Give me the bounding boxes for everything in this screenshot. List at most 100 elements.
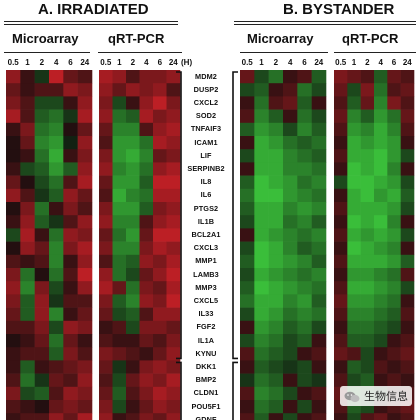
gene-label-lif: LIF [200,150,212,160]
heatmap-cell-bystander_qrtpcr-13-4 [387,241,401,256]
heatmap-cell-bystander_microarray-26-2 [268,413,284,420]
heatmap-cell-bystander_qrtpcr-16-1 [347,281,361,295]
heatmap-cell-irradiated_microarray-10-3 [49,202,64,216]
heatmap-cell-bystander_qrtpcr-12-0 [334,228,348,242]
heatmap-cell-irradiated_qrtpcr-4-4 [153,122,167,137]
heatmap-cell-irradiated_microarray-14-5 [77,254,93,269]
heatmap-cell-irradiated_microarray-16-3 [49,281,64,295]
heatmap-cell-bystander_qrtpcr-19-0 [334,320,348,335]
heatmap-cell-bystander_microarray-19-3 [283,320,298,335]
heatmap-cell-irradiated_microarray-21-5 [77,347,93,361]
heatmap-cell-irradiated_qrtpcr-17-2 [126,294,140,308]
heatmap-cell-bystander_qrtpcr-0-0 [334,70,348,84]
heatmap-cell-bystander_qrtpcr-17-4 [387,294,401,308]
heatmap-cell-bystander_microarray-4-3 [283,122,298,137]
heatmap-cell-irradiated_microarray-17-3 [49,294,64,308]
heatmap-cell-bystander_microarray-9-2 [268,188,284,203]
heatmap-cell-bystander_microarray-8-0 [240,175,255,190]
heatmap-cell-bystander_microarray-16-5 [311,281,327,295]
heatmap-cell-irradiated_qrtpcr-3-0 [99,109,113,124]
heatmap-cell-bystander_qrtpcr-11-0 [334,215,348,229]
heatmap-cell-irradiated_qrtpcr-12-2 [126,228,140,242]
heatmap-cell-bystander_microarray-1-4 [297,83,312,97]
heatmap-cell-irradiated_microarray-13-1 [20,241,35,256]
heatmap-cell-irradiated_microarray-13-3 [49,241,64,256]
heatmap-cell-irradiated_microarray-5-0 [6,136,21,150]
heatmap-cell-irradiated_microarray-1-5 [77,83,93,97]
heatmap-cell-bystander_microarray-22-5 [311,360,327,374]
heatmap-cell-irradiated_microarray-15-3 [49,268,64,282]
heatmap-cell-irradiated_microarray-7-5 [77,162,93,176]
heatmap-cell-irradiated_qrtpcr-2-4 [153,96,167,110]
heatmap-cell-bystander_qrtpcr-0-4 [387,70,401,84]
heatmap-cell-irradiated_qrtpcr-26-1 [112,413,127,420]
heatmap-cell-bystander_microarray-3-3 [283,109,298,124]
heatmap-cell-irradiated_qrtpcr-1-5 [166,83,181,97]
heatmap-cell-bystander_qrtpcr-19-3 [374,320,388,335]
heatmap-cell-irradiated_microarray-10-5 [77,202,93,216]
heatmap-cell-irradiated_qrtpcr-5-2 [126,136,140,150]
group-bracket-left-1 [176,361,182,420]
heatmap-cell-bystander_qrtpcr-21-5 [400,347,415,361]
heatmap-cell-irradiated_qrtpcr-20-2 [126,334,140,348]
heatmap-cell-bystander_qrtpcr-3-0 [334,109,348,124]
heatmap-cell-bystander_microarray-14-4 [297,254,312,269]
heatmap-cell-bystander_qrtpcr-2-1 [347,96,361,110]
heatmap-cell-bystander_qrtpcr-4-3 [374,122,388,137]
heatmap-cell-bystander_qrtpcr-12-4 [387,228,401,242]
heatmap-cell-bystander_qrtpcr-9-4 [387,188,401,203]
timepoint-label-irradiated_qrtpcr-1: 1 [117,58,122,67]
heatmap-cell-bystander_qrtpcr-3-3 [374,109,388,124]
heatmap-cell-bystander_microarray-0-5 [311,70,327,84]
heatmap-cell-irradiated_qrtpcr-24-2 [126,386,140,401]
heatmap-cell-irradiated_qrtpcr-9-5 [166,188,181,203]
heatmap-cell-bystander_qrtpcr-11-3 [374,215,388,229]
heatmap-cell-irradiated_qrtpcr-0-3 [139,70,154,84]
heatmap-cell-irradiated_qrtpcr-23-1 [112,373,127,388]
heatmap-cell-irradiated_qrtpcr-13-3 [139,241,154,256]
heatmap-cell-irradiated_microarray-14-0 [6,254,21,269]
heatmap-cell-irradiated_qrtpcr-1-0 [99,83,113,97]
heatmap-cell-bystander_microarray-4-1 [254,122,269,137]
heatmap-cell-bystander_microarray-14-5 [311,254,327,269]
timepoint-label-irradiated_qrtpcr-3: 4 [144,58,149,67]
heatmap-cell-irradiated_microarray-22-2 [34,360,50,374]
heatmap-cell-irradiated_microarray-19-2 [34,320,50,335]
heatmap-cell-irradiated_microarray-16-4 [63,281,78,295]
heatmap-cell-irradiated_qrtpcr-9-3 [139,188,154,203]
heatmap-cell-bystander_microarray-5-1 [254,136,269,150]
gene-label-serpinb2: SERPINB2 [187,164,225,173]
heatmap-cell-irradiated_qrtpcr-20-4 [153,334,167,348]
heatmap-cell-bystander_microarray-9-4 [297,188,312,203]
heatmap-cell-irradiated_microarray-17-0 [6,294,21,308]
heatmap-cell-irradiated_qrtpcr-11-0 [99,215,113,229]
heatmap-cell-bystander_microarray-11-1 [254,215,269,229]
timepoint-label-irradiated_microarray-3: 4 [53,58,59,67]
heatmap-cell-irradiated_microarray-16-0 [6,281,21,295]
timepoint-label-irradiated_microarray-2: 2 [39,58,45,67]
heatmap-cell-irradiated_qrtpcr-19-3 [139,320,154,335]
heatmap-cell-bystander_qrtpcr-14-2 [360,254,375,269]
heatmap-cell-irradiated_qrtpcr-24-3 [139,386,154,401]
heatmap-cell-bystander_qrtpcr-2-4 [387,96,401,110]
heatmap-cell-bystander_microarray-18-5 [311,307,327,322]
heatmap-cell-irradiated_microarray-18-3 [49,307,64,322]
heatmap-cell-irradiated_microarray-18-4 [63,307,78,322]
heatmap-cell-bystander_microarray-17-3 [283,294,298,308]
heatmap-cell-bystander_qrtpcr-17-0 [334,294,348,308]
method-rule-irr-qrtpcr [98,52,182,53]
heatmap-cell-bystander_microarray-6-1 [254,149,269,163]
heatmap-cell-bystander_qrtpcr-10-3 [374,202,388,216]
heatmap-cell-bystander_microarray-23-3 [283,373,298,388]
heatmap-cell-bystander_qrtpcr-7-5 [400,162,415,176]
heatmap-cell-bystander_microarray-21-0 [240,347,255,361]
heatmap-cell-bystander_microarray-19-2 [268,320,284,335]
heatmap-cell-irradiated_microarray-20-3 [49,334,64,348]
heatmap-cell-irradiated_qrtpcr-12-4 [153,228,167,242]
heatmap-cell-irradiated_microarray-23-1 [20,373,35,388]
heatmap-cell-bystander_microarray-8-4 [297,175,312,190]
heatmap-cell-bystander_qrtpcr-4-5 [400,122,415,137]
method-rule-irr-microarray [4,52,90,53]
heatmap-cell-irradiated_qrtpcr-16-0 [99,281,113,295]
heatmap-cell-bystander_qrtpcr-22-2 [360,360,375,374]
